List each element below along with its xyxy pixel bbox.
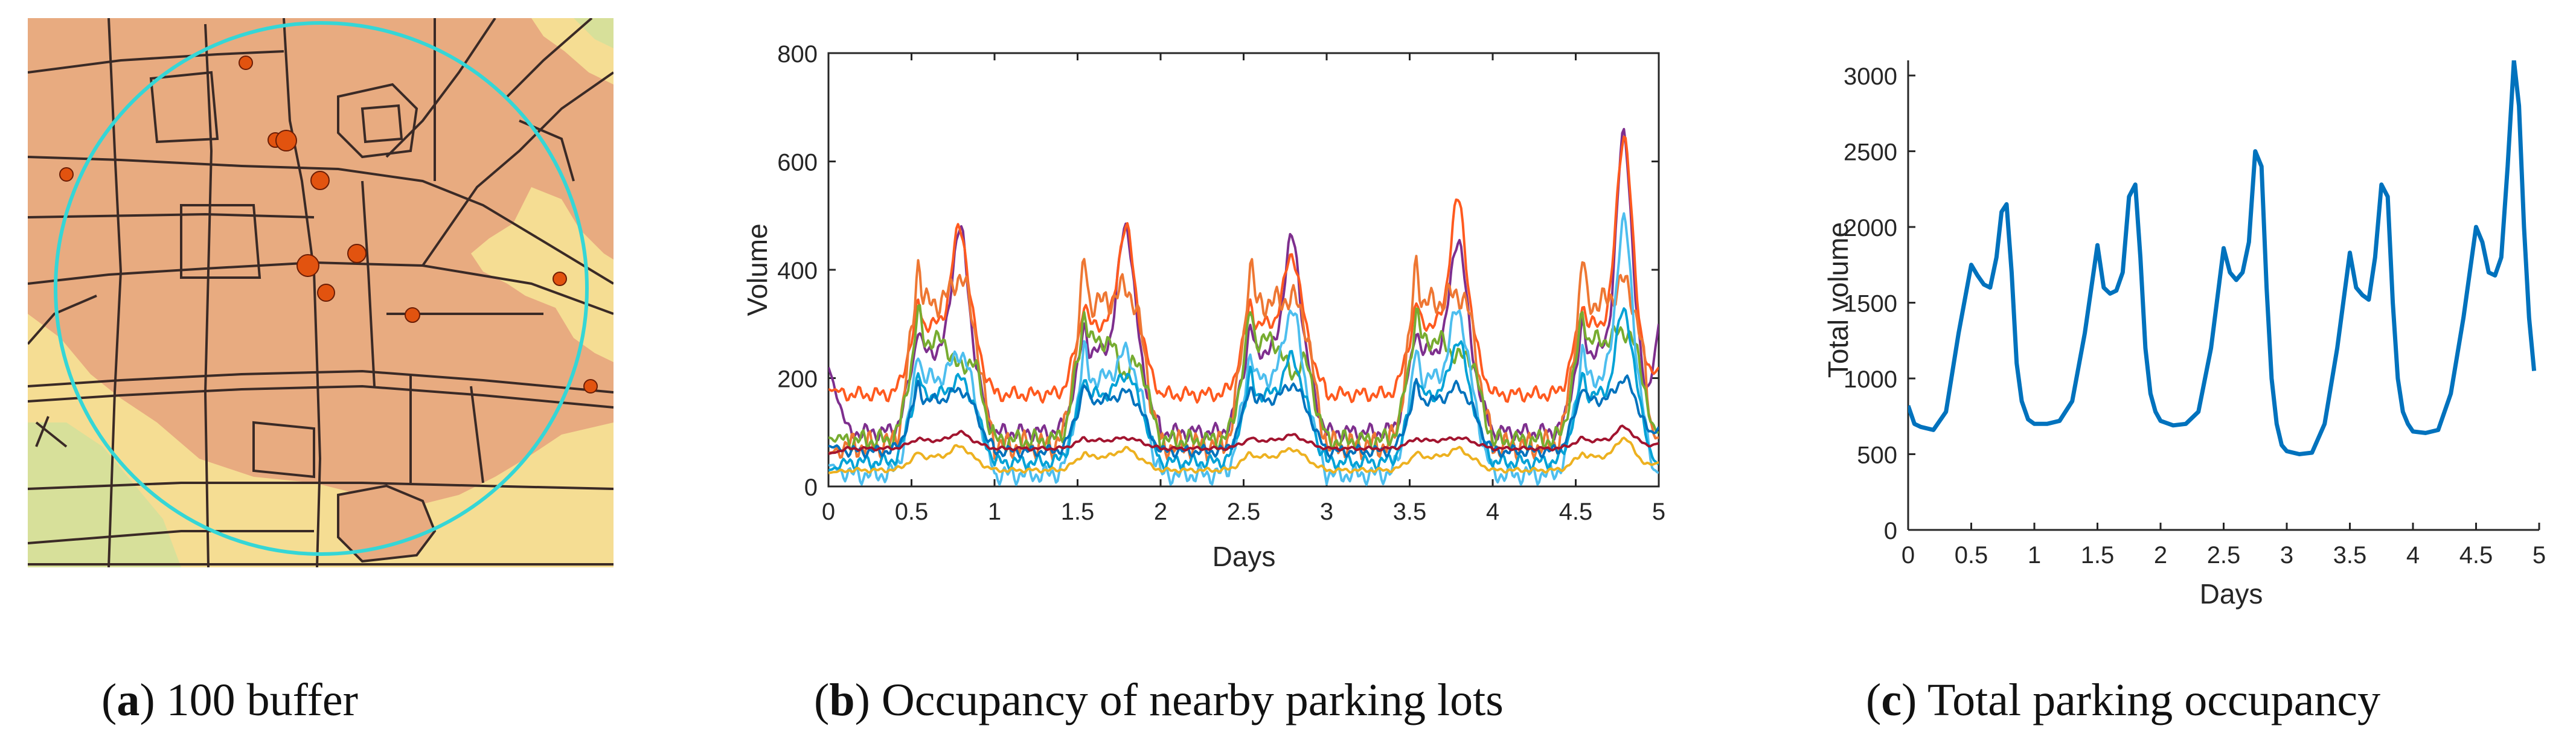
y-tick-label: 1000 xyxy=(1844,366,1897,393)
series-line-lot-5 xyxy=(828,212,1659,486)
x-tick-label: 0 xyxy=(1902,542,1915,569)
map-urban-patch xyxy=(338,486,435,561)
chart-b-tick-labels: 0 0.5 1 1.5 2 2.5 3 3.5 4 4.5 5 0 200 400 600 800 xyxy=(777,41,1665,525)
parking-lot-marker xyxy=(59,167,74,182)
chart-c-ylabel: Total volume xyxy=(1822,222,1854,378)
series-line-lot-7 xyxy=(828,374,1659,459)
caption-b-text: Occupancy of nearby parking lots xyxy=(870,675,1504,725)
caption-a-text: 100 buffer xyxy=(155,675,358,725)
caption-a: (a) 100 buffer xyxy=(101,675,358,725)
x-tick-label: 4.5 xyxy=(2459,542,2493,569)
chart-b-series-lines xyxy=(828,127,1659,486)
chart-c-tick-labels: 0 0.5 1 1.5 2 2.5 3 3.5 4 4.5 5 0 500 1000 1500 2000 250… xyxy=(1844,63,2546,569)
x-tick-label: 0.5 xyxy=(1955,542,1988,569)
x-tick-label: 0.5 xyxy=(895,499,929,525)
parking-lot-marker xyxy=(583,379,598,394)
caption-c-letter: c xyxy=(1881,675,1902,725)
y-tick-label: 3000 xyxy=(1844,63,1897,90)
x-tick-label: 5 xyxy=(2533,542,2546,569)
x-tick-label: 3.5 xyxy=(1393,499,1427,525)
series-line-total xyxy=(1908,60,2537,456)
map-green-area-sw xyxy=(28,422,181,567)
chart-b-ylabel: Volume xyxy=(742,223,773,316)
parking-lot-marker xyxy=(310,171,330,190)
y-tick-label: 200 xyxy=(777,366,818,393)
y-tick-label: 800 xyxy=(777,41,818,68)
x-tick-label: 1 xyxy=(2028,542,2041,569)
x-tick-label: 4 xyxy=(1486,499,1499,525)
caption-a-letter: a xyxy=(117,675,139,725)
x-tick-label: 2.5 xyxy=(1227,499,1261,525)
y-tick-label: 1500 xyxy=(1844,291,1897,317)
parking-lot-marker xyxy=(296,254,319,277)
y-tick-label: 0 xyxy=(804,474,818,501)
y-tick-label: 400 xyxy=(777,258,818,284)
y-tick-label: 600 xyxy=(777,150,818,176)
x-tick-label: 3 xyxy=(2280,542,2293,569)
chart-total-occupancy: 0 0.5 1 1.5 2 2.5 3 3.5 4 4.5 5 0 500 1000 1500 2000 250… xyxy=(1822,60,2546,610)
caption-b: (b) Occupancy of nearby parking lots xyxy=(814,675,1504,725)
caption-b-letter: b xyxy=(829,675,854,725)
x-tick-label: 4.5 xyxy=(1559,499,1593,525)
buffer-circle xyxy=(54,21,589,556)
map-roads xyxy=(28,18,614,567)
series-line-lot-3 xyxy=(828,255,1659,462)
x-tick-label: 1 xyxy=(988,499,1001,525)
parking-lot-marker xyxy=(239,56,253,70)
x-tick-label: 2.5 xyxy=(2207,542,2241,569)
x-tick-label: 3 xyxy=(1320,499,1333,525)
chart-c-xlabel: Days xyxy=(2200,578,2263,610)
series-line-lot-9 xyxy=(828,436,1659,474)
parking-lot-marker xyxy=(553,272,567,286)
x-tick-label: 5 xyxy=(1652,499,1665,525)
map-light-area-south xyxy=(28,314,614,567)
parking-lot-marker xyxy=(347,244,367,263)
parking-lot-markers xyxy=(59,56,598,394)
x-tick-label: 1.5 xyxy=(1061,499,1095,525)
caption-c: (c) Total parking occupancy xyxy=(1866,675,2380,725)
chart-c-ticks xyxy=(1907,74,2540,531)
parking-lot-marker xyxy=(317,284,335,302)
y-tick-label: 500 xyxy=(1857,442,1897,469)
series-line-lot-8 xyxy=(828,424,1659,456)
x-tick-label: 2 xyxy=(2154,542,2167,569)
caption-c-text: Total parking occupancy xyxy=(1917,675,2380,725)
x-tick-label: 2 xyxy=(1154,499,1167,525)
x-tick-label: 4 xyxy=(2406,542,2420,569)
map-light-area-east xyxy=(471,187,614,362)
map-panel xyxy=(28,18,614,567)
y-tick-label: 0 xyxy=(1884,518,1897,544)
parking-lot-marker xyxy=(405,307,420,323)
parking-lot-marker xyxy=(275,130,297,151)
x-tick-label: 3.5 xyxy=(2333,542,2367,569)
x-tick-label: 0 xyxy=(822,499,835,525)
chart-b-xlabel: Days xyxy=(1213,541,1276,572)
x-tick-label: 1.5 xyxy=(2081,542,2115,569)
chart-c-series-lines xyxy=(1908,60,2537,456)
y-tick-label: 2000 xyxy=(1844,215,1897,241)
y-tick-label: 2500 xyxy=(1844,139,1897,166)
